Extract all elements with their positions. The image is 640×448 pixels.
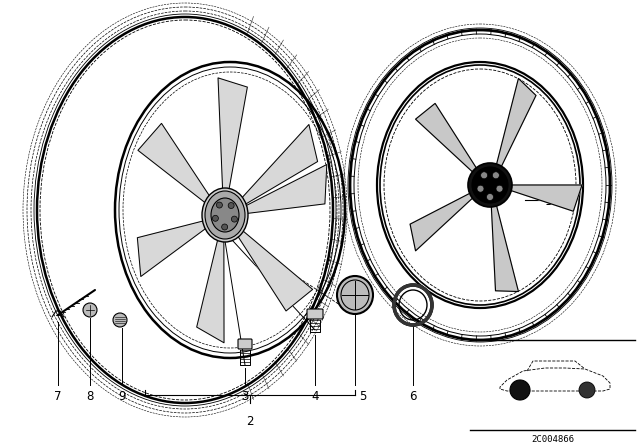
Text: 5: 5 [359, 390, 367, 403]
Ellipse shape [211, 198, 239, 232]
Circle shape [492, 172, 499, 179]
Circle shape [228, 202, 234, 208]
FancyBboxPatch shape [307, 309, 323, 319]
Circle shape [221, 224, 228, 230]
Ellipse shape [202, 188, 248, 242]
Text: 2: 2 [246, 415, 253, 428]
Text: 3: 3 [241, 390, 249, 403]
FancyBboxPatch shape [238, 339, 252, 349]
Polygon shape [218, 78, 247, 194]
Polygon shape [410, 192, 475, 251]
Circle shape [216, 202, 223, 208]
Circle shape [468, 163, 512, 207]
Text: 2C004866: 2C004866 [531, 435, 574, 444]
Text: 8: 8 [86, 390, 93, 403]
Circle shape [212, 215, 218, 221]
Ellipse shape [337, 276, 373, 314]
Polygon shape [243, 164, 327, 214]
Polygon shape [236, 229, 312, 311]
Circle shape [481, 172, 488, 179]
Text: 1: 1 [544, 195, 552, 208]
Circle shape [232, 216, 237, 222]
Polygon shape [138, 220, 207, 276]
Text: 1: 1 [548, 189, 556, 202]
Polygon shape [508, 185, 582, 211]
Polygon shape [241, 125, 317, 207]
Polygon shape [196, 236, 224, 343]
Text: 7: 7 [54, 390, 61, 403]
Circle shape [477, 185, 484, 192]
Circle shape [83, 303, 97, 317]
Text: 9: 9 [118, 390, 125, 403]
Text: 4: 4 [311, 390, 319, 403]
Circle shape [113, 313, 127, 327]
Circle shape [510, 380, 530, 400]
Ellipse shape [377, 62, 583, 308]
Polygon shape [138, 123, 212, 204]
Circle shape [579, 382, 595, 398]
Polygon shape [492, 203, 518, 292]
Ellipse shape [205, 191, 245, 239]
Text: 6: 6 [409, 390, 417, 403]
Circle shape [472, 167, 508, 203]
Polygon shape [496, 78, 536, 169]
Circle shape [486, 194, 493, 201]
Polygon shape [415, 103, 478, 174]
Circle shape [496, 185, 503, 192]
